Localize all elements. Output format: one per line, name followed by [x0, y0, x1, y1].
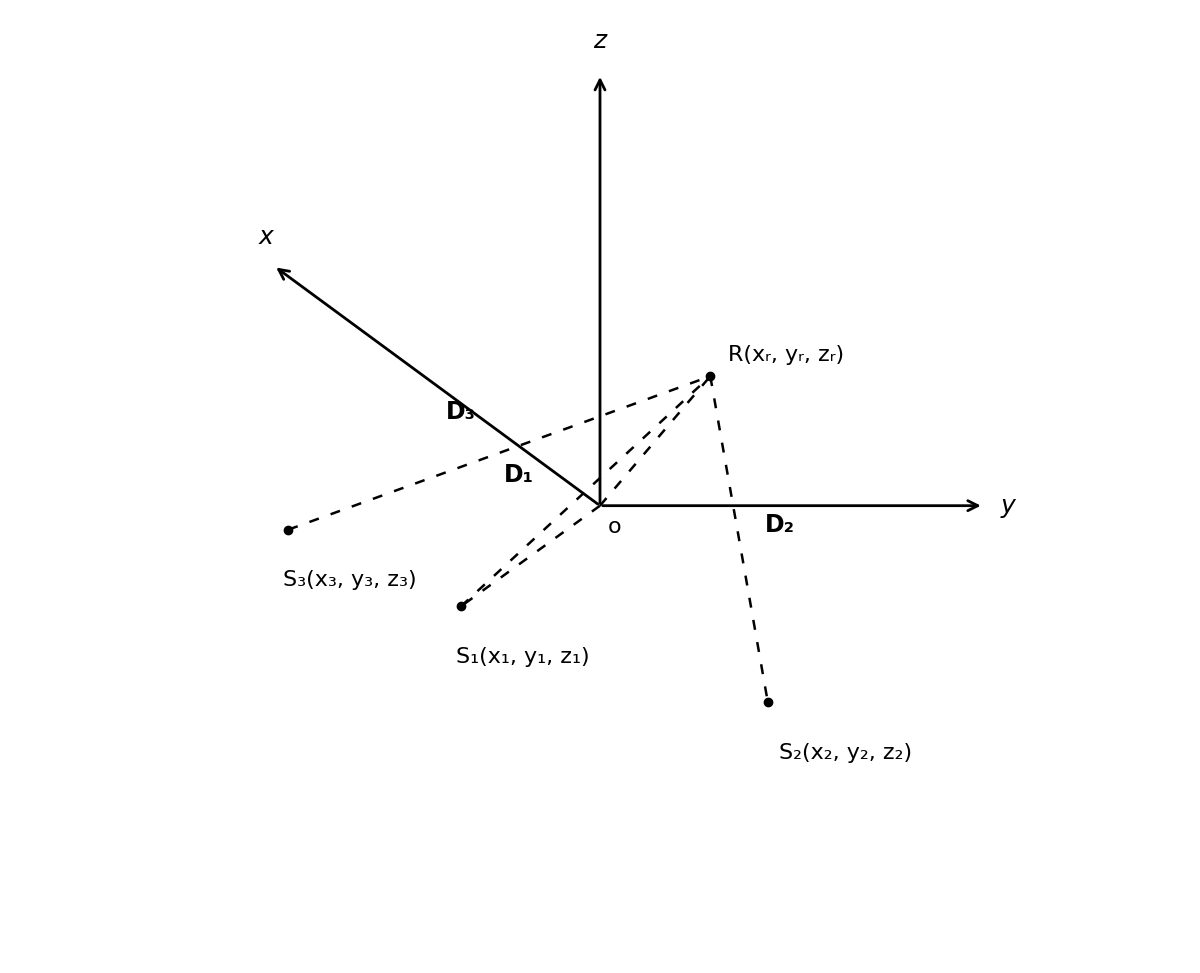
Text: S₃(x₃, y₃, z₃): S₃(x₃, y₃, z₃) — [283, 570, 418, 590]
Text: z: z — [594, 29, 606, 53]
Text: D₂: D₂ — [764, 513, 794, 537]
Text: D₁: D₁ — [504, 463, 534, 487]
Text: S₁(x₁, y₁, z₁): S₁(x₁, y₁, z₁) — [456, 647, 589, 667]
Text: y: y — [1001, 493, 1015, 518]
Text: x: x — [259, 225, 274, 249]
Text: o: o — [607, 518, 622, 537]
Text: D₃: D₃ — [446, 400, 476, 423]
Text: R(xᵣ, yᵣ, zᵣ): R(xᵣ, yᵣ, zᵣ) — [727, 344, 844, 365]
Text: S₂(x₂, y₂, z₂): S₂(x₂, y₂, z₂) — [779, 742, 912, 763]
